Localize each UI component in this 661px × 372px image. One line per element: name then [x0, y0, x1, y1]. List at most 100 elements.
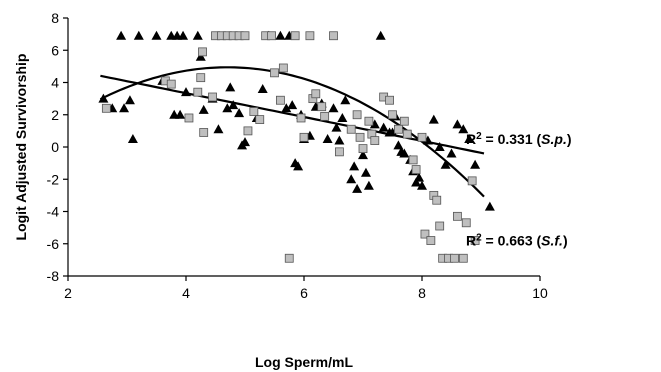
y-tick-label: 0	[51, 139, 59, 155]
triangle-point	[178, 30, 189, 40]
triangle-point	[458, 124, 469, 134]
triangle-point	[378, 122, 389, 132]
triangle-point	[124, 95, 135, 105]
triangle-point	[127, 133, 138, 143]
y-axis-ticks: -8 -6 -4 -2 0 2 4 6 8	[47, 10, 68, 284]
square-point	[275, 95, 285, 105]
x-tick-label: 10	[532, 285, 548, 301]
x-tick-label: 2	[64, 285, 72, 301]
triangle-point	[322, 133, 333, 143]
square-point	[435, 221, 445, 231]
triangle-point	[470, 159, 481, 169]
triangle-point	[363, 180, 374, 190]
square-point	[393, 124, 403, 134]
square-point	[166, 79, 176, 89]
triangle-point	[116, 30, 127, 40]
triangle-point	[452, 119, 463, 129]
triangle-point	[346, 174, 357, 184]
square-point	[284, 253, 294, 263]
triangle-point	[331, 122, 342, 132]
triangle-point	[414, 172, 425, 182]
square-point	[199, 128, 209, 137]
square-point	[408, 155, 418, 165]
triangle-point	[399, 148, 410, 158]
triangle-point	[352, 183, 363, 193]
y-axis-title: Logit Adjusted Survivorship	[13, 54, 29, 241]
y-tick-label: -8	[47, 268, 60, 284]
triangle-point	[222, 103, 233, 113]
plot-area: -8 -6 -4 -2 0 2 4 6 8 2 4 6 8 10	[47, 10, 548, 301]
triangle-point	[133, 30, 144, 40]
square-point	[320, 111, 330, 121]
triangle-point	[358, 150, 368, 160]
square-point	[193, 87, 203, 97]
square-point	[267, 31, 276, 41]
triangle-point	[422, 135, 433, 145]
square-point	[385, 95, 394, 105]
annotations: R2 = 0.331 (S.p.) R2 = 0.663 (S.f.)	[466, 130, 572, 248]
square-point	[255, 115, 265, 124]
square-point	[296, 113, 306, 123]
square-point	[467, 176, 477, 186]
square-point	[240, 31, 250, 41]
triangle-point	[446, 148, 457, 158]
triangle-point	[417, 180, 427, 190]
square-point	[101, 103, 111, 113]
triangle-point	[257, 83, 268, 93]
square-point	[450, 253, 459, 263]
y-tick-label: 6	[51, 42, 59, 58]
square-point	[355, 132, 365, 142]
square-point	[426, 236, 436, 245]
square-point	[411, 165, 421, 174]
triangle-point	[464, 133, 475, 143]
triangle-point	[349, 161, 360, 171]
triangle-point	[287, 100, 298, 110]
square-point	[184, 113, 194, 123]
y-tick-label: -4	[47, 204, 60, 220]
data-points	[98, 30, 495, 263]
y-tick-label: 4	[51, 75, 59, 91]
triangle-point	[334, 135, 345, 145]
triangle-point	[225, 82, 236, 92]
triangle-point	[387, 127, 398, 137]
square-point	[420, 229, 430, 239]
square-point	[461, 218, 471, 228]
triangle-point	[428, 114, 439, 124]
y-tick-label: -2	[47, 171, 60, 187]
x-tick-label: 4	[182, 285, 190, 301]
y-tick-label: 8	[51, 10, 59, 26]
square-point	[458, 253, 468, 263]
triangle-point	[181, 87, 191, 97]
square-point	[358, 144, 368, 154]
triangle-point	[369, 119, 380, 129]
square-point	[290, 31, 300, 41]
square-point	[432, 195, 442, 205]
square-point	[305, 31, 315, 41]
x-axis-title: Log Sperm/mL	[255, 354, 353, 370]
square-point	[196, 73, 206, 83]
triangle-point	[375, 30, 386, 40]
x-tick-label: 6	[300, 285, 308, 301]
triangle-point	[213, 124, 224, 134]
x-axis-ticks: 2 4 6 8 10	[64, 276, 548, 301]
triangle-point	[175, 109, 186, 119]
triangle-point	[411, 177, 422, 187]
square-point	[402, 129, 412, 139]
triangle-point	[228, 100, 239, 110]
square-point	[317, 102, 327, 112]
triangle-point	[337, 112, 348, 122]
triangle-point	[434, 142, 445, 151]
square-point	[452, 211, 462, 221]
square-point	[399, 116, 409, 126]
square-point	[278, 63, 288, 73]
triangle-point	[393, 140, 404, 150]
triangle-point	[151, 30, 162, 40]
y-tick-label: -6	[47, 236, 60, 252]
triangle-point	[328, 103, 339, 113]
square-point	[352, 110, 362, 120]
square-point	[370, 136, 380, 145]
square-point	[470, 236, 480, 245]
triangle-point	[275, 30, 286, 40]
square-point	[417, 132, 427, 142]
